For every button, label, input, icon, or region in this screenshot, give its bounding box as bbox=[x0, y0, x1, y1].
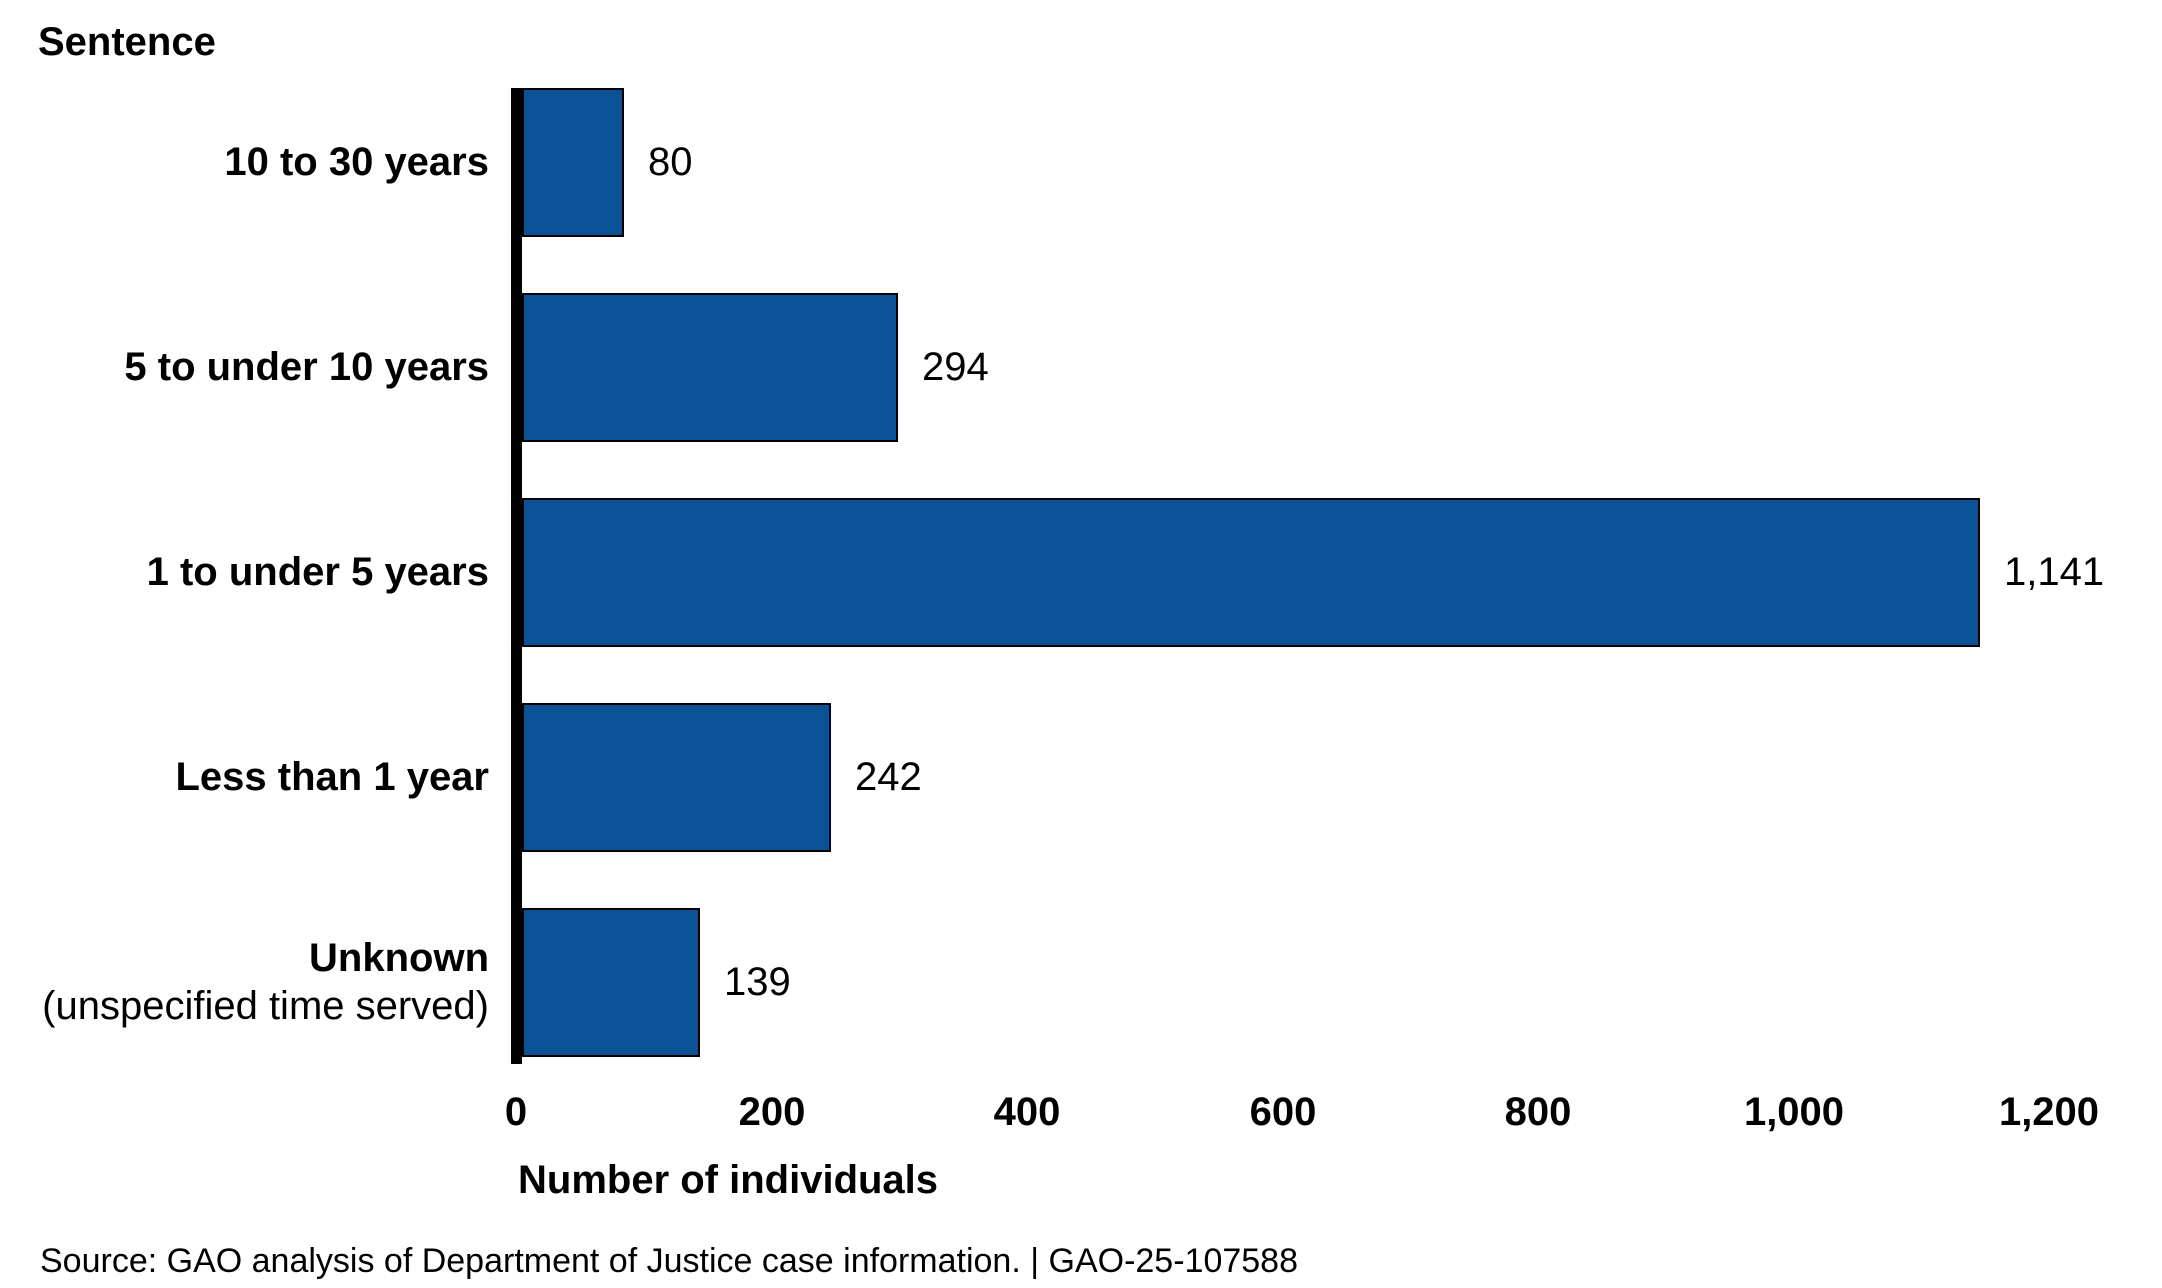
source-note: Source: GAO analysis of Department of Ju… bbox=[40, 1242, 1298, 1280]
bar-zone: 139 bbox=[522, 908, 2162, 1057]
bar bbox=[522, 293, 898, 442]
bar-row: Less than 1 year 242 bbox=[0, 703, 2162, 908]
bar bbox=[522, 498, 1980, 647]
bar bbox=[522, 908, 700, 1057]
bar bbox=[522, 88, 624, 237]
x-tick-label: 400 bbox=[993, 1090, 1061, 1134]
y-axis-line bbox=[511, 88, 522, 1064]
bar-row: 5 to under 10 years 294 bbox=[0, 293, 2162, 498]
bar-zone: 242 bbox=[522, 703, 2162, 852]
bar bbox=[522, 703, 831, 852]
category-label-text: Unknown bbox=[309, 936, 489, 981]
x-tick-label: 600 bbox=[1249, 1090, 1317, 1134]
x-tick-label: 0 bbox=[504, 1090, 528, 1134]
value-label: 1,141 bbox=[2004, 550, 2105, 594]
x-tick-label: 800 bbox=[1504, 1090, 1572, 1134]
x-tick-label: 1,200 bbox=[1998, 1090, 2100, 1134]
x-tick-label: 200 bbox=[738, 1090, 806, 1134]
category-label-text: 1 to under 5 years bbox=[146, 549, 489, 594]
category-sublabel-text: (unspecified time served) bbox=[42, 983, 489, 1028]
bar-row: Unknown (unspecified time served) 139 bbox=[0, 908, 2162, 1113]
x-axis-ticks: 0 200 400 600 800 1,000 1,200 bbox=[0, 1090, 2162, 1140]
category-label: Unknown (unspecified time served) bbox=[0, 908, 522, 1057]
plot-area: 10 to 30 years 80 5 to under 10 years 29… bbox=[0, 88, 2162, 1113]
value-label: 242 bbox=[855, 755, 922, 799]
category-label-text: 5 to under 10 years bbox=[124, 344, 489, 389]
bar-row: 1 to under 5 years 1,141 bbox=[0, 498, 2162, 703]
category-label: 10 to 30 years bbox=[0, 88, 522, 237]
x-axis-title: Number of individuals bbox=[518, 1158, 939, 1202]
bar-zone: 294 bbox=[522, 293, 2162, 442]
value-label: 80 bbox=[648, 140, 693, 184]
x-tick-label: 1,000 bbox=[1743, 1090, 1845, 1134]
bar-row: 10 to 30 years 80 bbox=[0, 88, 2162, 293]
category-label-text: Less than 1 year bbox=[175, 754, 490, 799]
category-label: 1 to under 5 years bbox=[0, 498, 522, 647]
category-label-text: 10 to 30 years bbox=[224, 139, 489, 184]
value-label: 139 bbox=[724, 960, 791, 1004]
bar-zone: 80 bbox=[522, 88, 2162, 237]
chart-title: Sentence bbox=[38, 20, 216, 64]
value-label: 294 bbox=[922, 345, 989, 389]
bar-zone: 1,141 bbox=[522, 498, 2162, 647]
category-label: 5 to under 10 years bbox=[0, 293, 522, 442]
category-label: Less than 1 year bbox=[0, 703, 522, 852]
